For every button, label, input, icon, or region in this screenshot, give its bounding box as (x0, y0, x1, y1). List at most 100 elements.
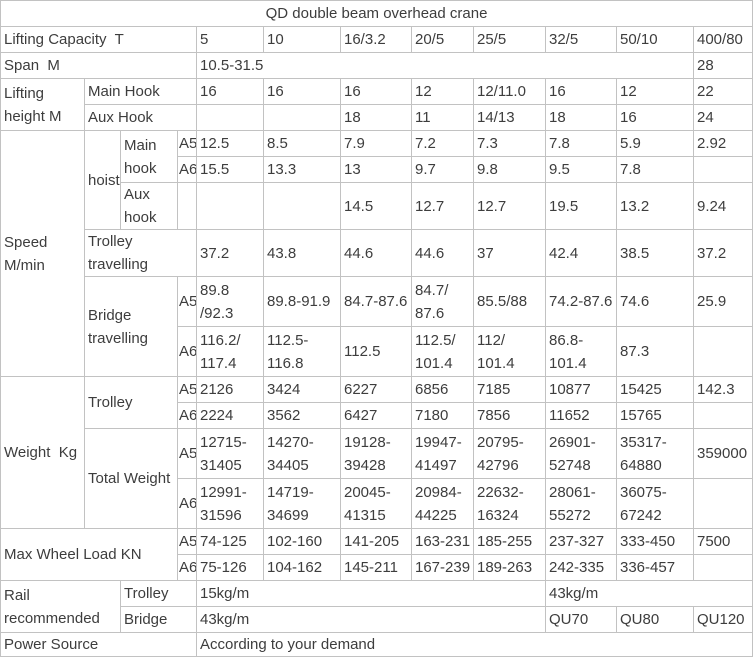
value-cell: 2.92 (692, 130, 754, 157)
value-cell: 7185 (473, 376, 546, 403)
value-cell: 87.3 (616, 326, 694, 377)
value-cell: 11 (411, 104, 474, 131)
value-cell: 9.5 (545, 156, 617, 183)
value-cell: 12.7 (411, 182, 474, 230)
max-wheel-a6-row: A6 75-126 104-162 145-211 167-239 189-26… (1, 554, 754, 581)
value-cell (692, 402, 754, 429)
label-total-weight: Total Weight (84, 428, 178, 529)
value-cell (692, 326, 754, 377)
value-cell: 9.8 (473, 156, 546, 183)
value-cell: 3424 (263, 376, 341, 403)
value-cell: 112.5- 116.8 (263, 326, 341, 377)
value-cell: 2224 (196, 402, 264, 429)
value-cell: 14/13 (473, 104, 546, 131)
value-cell: 37.2 (692, 229, 754, 277)
title-row: QD double beam overhead crane (0, 0, 754, 27)
max-wheel-a5-row: Max Wheel Load KN A5 74-125 102-160 141-… (0, 528, 754, 581)
value-cell: 25/5 (473, 26, 546, 53)
value-cell: 15425 (616, 376, 694, 403)
value-cell: 26901- 52748 (545, 428, 617, 479)
value-cell: 112.5/ 101.4 (411, 326, 474, 377)
value-cell: 22632- 16324 (473, 478, 546, 529)
value-cell: 12.7 (473, 182, 546, 230)
value-cell: 14719- 34699 (263, 478, 341, 529)
value-cell: 16 (196, 78, 264, 105)
value-cell: 18 (340, 104, 412, 131)
speed-hoist-main-a5-row: Speed M/min hoist Main hook A5 12.5 8.5 … (0, 130, 754, 377)
value-cell: 16/3.2 (340, 26, 412, 53)
value-cell: 38.5 (616, 229, 694, 277)
value-cell: 36075- 67242 (616, 478, 694, 529)
value-cell: 9.24 (692, 182, 754, 230)
label-a6: A6 (177, 478, 197, 529)
label-hoist: hoist (84, 130, 121, 230)
value-cell: 44.6 (340, 229, 412, 277)
value-cell: 145-211 (340, 554, 412, 581)
value-cell: QU80 (616, 606, 694, 633)
value-cell: 14.5 (340, 182, 412, 230)
value-cell: 5.9 (616, 130, 694, 157)
rail-trolley-row: Rail recommended Trolley 15kg/m 43kg/m (0, 580, 754, 633)
value-cell: 7.9 (340, 130, 412, 157)
value-cell: 20795- 42796 (473, 428, 546, 479)
value-cell: 237-327 (545, 528, 617, 555)
value-cell: 13.3 (263, 156, 341, 183)
value-cell: 16 (545, 78, 617, 105)
value-cell: 7500 (692, 528, 754, 555)
label-rail-trolley: Trolley (120, 580, 197, 607)
label-max-wheel-load: Max Wheel Load KN (0, 528, 178, 581)
value-cell: 13 (340, 156, 412, 183)
value-cell: 112/ 101.4 (473, 326, 546, 377)
value-cell: 16 (263, 78, 341, 105)
value-cell: 75-126 (196, 554, 264, 581)
value-cell: 185-255 (473, 528, 546, 555)
value-cell: 163-231 (411, 528, 474, 555)
value-cell: 15765 (616, 402, 694, 429)
label-a5: A5 (177, 130, 197, 157)
value-cell: 14270- 34405 (263, 428, 341, 479)
label-main-hook: Main Hook (84, 78, 197, 105)
value-cell: 116.2/ 117.4 (196, 326, 264, 377)
value-cell: 50/10 (616, 26, 694, 53)
value-cell: 22 (692, 78, 754, 105)
value-cell: 19.5 (545, 182, 617, 230)
value-cell: 5 (196, 26, 264, 53)
weight-total-a5-row: Total Weight A5 12715- 31405 14270- 3440… (1, 428, 754, 529)
value-cell: 102-160 (263, 528, 341, 555)
value-cell: 242-335 (545, 554, 617, 581)
value-cell: 86.8- 101.4 (545, 326, 617, 377)
value-cell: 24 (692, 104, 754, 131)
label-rail-recommended: Rail recommended (0, 580, 121, 633)
value-cell: 8.5 (263, 130, 341, 157)
value-cell: 10.5-31.5 (196, 52, 694, 79)
lifting-capacity-row: Lifting Capacity T 5 10 16/3.2 20/5 25/5… (0, 26, 754, 53)
value-cell: 74.6 (616, 276, 694, 327)
value-cell: 10877 (545, 376, 617, 403)
table-title: QD double beam overhead crane (0, 0, 754, 27)
label-a6: A6 (177, 326, 197, 377)
value-cell: 25.9 (692, 276, 754, 327)
value-cell: 16 (616, 104, 694, 131)
label-trolley-travelling: Trolley travelling (84, 229, 197, 277)
speed-bridge-a5-row: Bridge travelling A5 89.8 /92.3 89.8-91.… (1, 276, 754, 377)
lifting-height-aux-hook-row: Aux Hook 18 11 14/13 18 16 24 (1, 104, 754, 131)
label-hoist-main-hook: Main hook (120, 130, 178, 183)
value-cell: 74.2-87.6 (545, 276, 617, 327)
label-power-source: Power Source (0, 632, 197, 657)
value-cell: 18 (545, 104, 617, 131)
value-cell: 28 (692, 52, 754, 79)
value-cell: 89.8 /92.3 (196, 276, 264, 327)
label-speed: Speed M/min (0, 130, 85, 377)
speed-hoist-aux-row: Aux hook 14.5 12.7 12.7 19.5 13.2 9.24 (1, 182, 754, 230)
value-cell: 359000 (692, 428, 754, 479)
value-cell: 84.7-87.6 (340, 276, 412, 327)
label-weight-trolley: Trolley (84, 376, 178, 429)
label-lifting-height: Lifting height M (0, 78, 85, 131)
value-cell: 43.8 (263, 229, 341, 277)
value-cell: 7856 (473, 402, 546, 429)
value-cell: 7.2 (411, 130, 474, 157)
label-a5: A5 (177, 528, 197, 555)
label-a5: A5 (177, 428, 197, 479)
label-a5: A5 (177, 276, 197, 327)
label-lifting-capacity: Lifting Capacity T (0, 26, 197, 53)
